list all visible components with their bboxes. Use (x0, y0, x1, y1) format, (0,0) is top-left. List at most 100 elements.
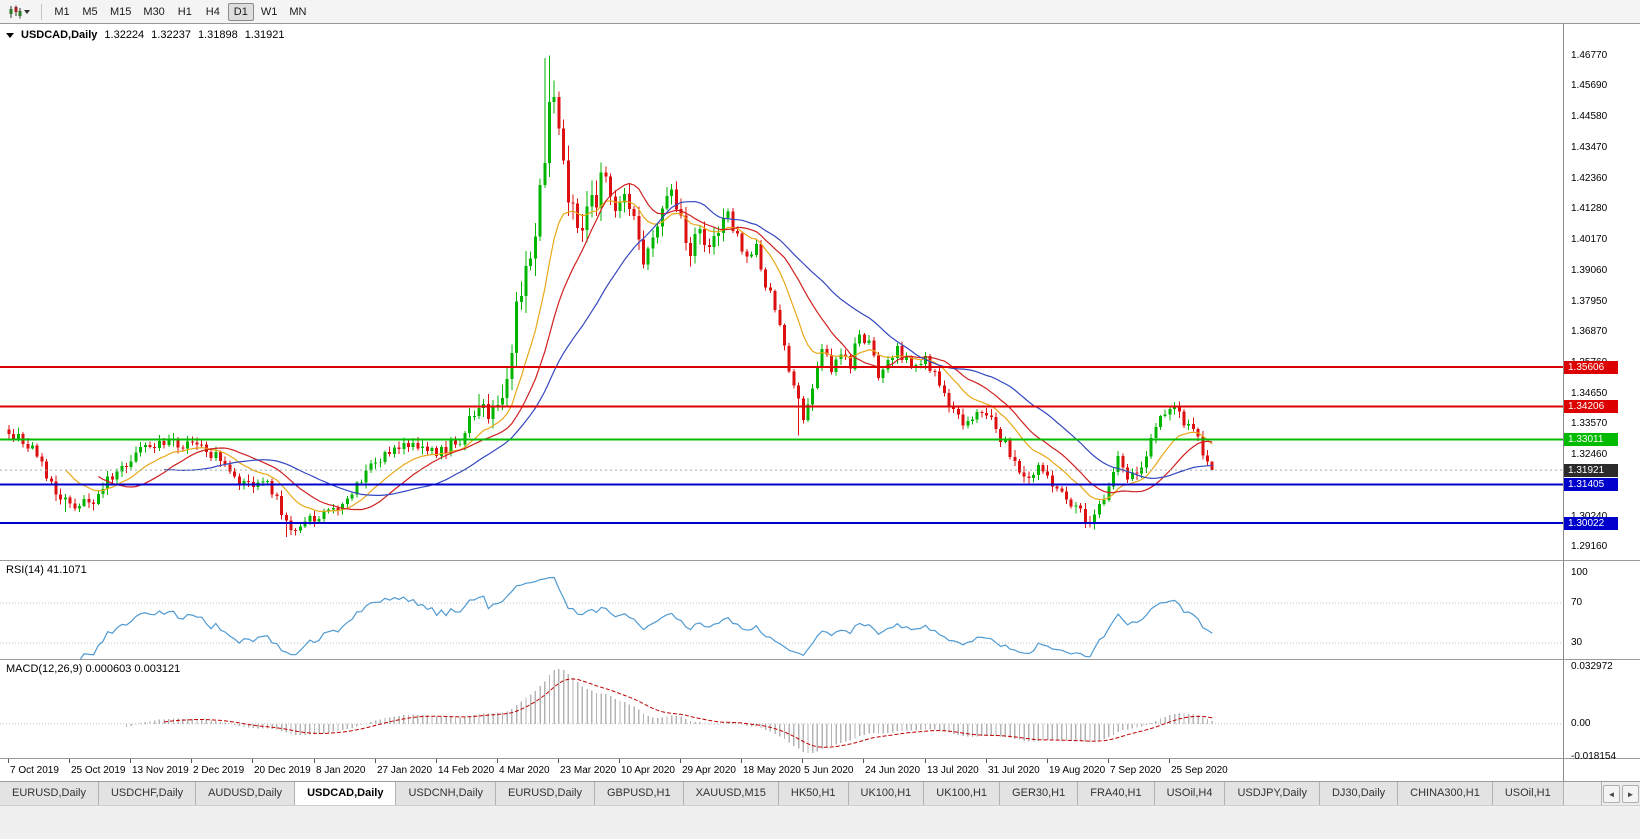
date-tick (1047, 759, 1048, 763)
date-label: 27 Jan 2020 (377, 765, 433, 776)
date-label: 31 Jul 2020 (988, 765, 1040, 776)
timeframe-button-m1[interactable]: M1 (54, 5, 70, 18)
date-tick (680, 759, 681, 763)
price-scale-separator (1563, 24, 1564, 781)
date-tick (802, 759, 803, 763)
date-label: 25 Oct 2019 (71, 765, 126, 776)
date-tick (497, 759, 498, 763)
macd-canvas[interactable] (0, 660, 1563, 758)
tab-nav-arrows: ◄ ► (1601, 782, 1640, 805)
timeframe-button-m15[interactable]: M15 (110, 5, 132, 18)
macd-histogram (125, 668, 1213, 754)
timeframe-button-h1[interactable]: H1 (177, 5, 192, 18)
date-tick (619, 759, 620, 763)
date-label: 14 Feb 2020 (438, 765, 495, 776)
date-tick (130, 759, 131, 763)
chart-tab[interactable]: UK100,H1 (924, 782, 1001, 805)
date-label: 23 Mar 2020 (560, 765, 617, 776)
timeframe-button-h4[interactable]: H4 (205, 5, 220, 18)
main-chart-canvas[interactable] (0, 24, 1563, 560)
pane-separator[interactable] (0, 659, 1640, 660)
chart-tab[interactable]: USOil,H1 (1492, 782, 1564, 805)
date-tick (375, 759, 376, 763)
chart-tab[interactable]: USDJPY,Daily (1225, 782, 1320, 805)
candles (7, 55, 1214, 538)
date-tick (1108, 759, 1109, 763)
date-tick (863, 759, 864, 763)
date-tick (436, 759, 437, 763)
date-label: 18 May 2020 (743, 765, 801, 776)
chart-tab[interactable]: EURUSD,Daily (496, 782, 595, 805)
timeframe-button-w1[interactable]: W1 (260, 5, 278, 18)
date-label: 13 Jul 2020 (927, 765, 979, 776)
date-label: 7 Sep 2020 (1110, 765, 1162, 776)
ohlc-low-value: 1.31898 (197, 29, 238, 41)
ma-fast-line (64, 200, 1213, 513)
status-bar (0, 805, 1640, 839)
date-label: 5 Jun 2020 (804, 765, 854, 776)
timeframe-button-m30[interactable]: M30 (143, 5, 165, 18)
date-label: 19 Aug 2020 (1049, 765, 1106, 776)
chart-tab[interactable]: EURUSD,Daily (0, 782, 99, 805)
chart-symbol-label: USDCAD,Daily (21, 29, 98, 41)
date-label: 10 Apr 2020 (621, 765, 675, 776)
timeframe-button-m5[interactable]: M5 (82, 5, 98, 18)
date-tick (8, 759, 9, 763)
chart-tab[interactable]: CHINA300,H1 (1398, 782, 1493, 805)
date-label: 7 Oct 2019 (10, 765, 59, 776)
date-label: 29 Apr 2020 (682, 765, 736, 776)
timeframe-toolbar: M1 M5 M15 M30 H1 H4 D1 W1 MN (0, 0, 1640, 24)
chart-window: USDCAD,Daily 1.32224 1.32237 1.31898 1.3… (0, 24, 1640, 781)
timeframe-button-mn[interactable]: MN (289, 5, 307, 18)
timeframe-button-group: M1 M5 M15 M30 H1 H4 D1 W1 MN (48, 2, 312, 21)
chart-title: USDCAD,Daily 1.32224 1.32237 1.31898 1.3… (6, 29, 284, 41)
charts-menu-button[interactable] (3, 2, 35, 22)
chart-tab[interactable]: USDCHF,Daily (98, 782, 197, 805)
date-tick (252, 759, 253, 763)
pane-separator[interactable] (0, 560, 1640, 561)
date-tick (1169, 759, 1170, 763)
main-chart-pane: USDCAD,Daily 1.32224 1.32237 1.31898 1.3… (0, 24, 1640, 560)
chart-tab[interactable]: HK50,H1 (778, 782, 849, 805)
rsi-indicator-pane: RSI(14) 41.1071 (0, 561, 1640, 659)
toolbar-separator (41, 3, 42, 20)
chart-tab[interactable]: UK100,H1 (848, 782, 925, 805)
date-label: 25 Sep 2020 (1171, 765, 1228, 776)
date-tick (558, 759, 559, 763)
chart-tab[interactable]: USDCAD,Daily (295, 782, 397, 805)
ma-slow-line (164, 200, 1213, 496)
date-tick (741, 759, 742, 763)
chart-tab[interactable]: USOil,H4 (1154, 782, 1226, 805)
timeframe-button-d1[interactable]: D1 (227, 2, 254, 21)
date-tick (69, 759, 70, 763)
chart-tab[interactable]: GBPUSD,H1 (595, 782, 684, 805)
date-tick (925, 759, 926, 763)
collapse-triangle-icon[interactable] (6, 32, 14, 38)
date-label: 20 Dec 2019 (254, 765, 311, 776)
chart-tab[interactable]: AUDUSD,Daily (196, 782, 296, 805)
time-axis[interactable]: 7 Oct 2019 25 Oct 2019 13 Nov 2019 2 Dec 20… (0, 759, 1640, 781)
ma-mid-line (97, 182, 1213, 511)
chart-tab[interactable]: USDCNH,Daily (396, 782, 497, 805)
chart-tab[interactable]: XAUUSD,M15 (683, 782, 779, 805)
chart-tab[interactable]: FRA40,H1 (1078, 782, 1155, 805)
rsi-indicator-label: RSI(14) 41.1071 (6, 564, 87, 576)
ohlc-close-value: 1.31921 (244, 29, 285, 41)
date-label: 13 Nov 2019 (132, 765, 189, 776)
date-tick (191, 759, 192, 763)
caret-down-icon (24, 9, 30, 14)
rsi-line (79, 576, 1213, 659)
chart-tab-list: EURUSD,Daily USDCHF,Daily AUDUSD,Daily USDC… (0, 782, 1604, 805)
macd-indicator-label: MACD(12,26,9) 0.000603 0.003121 (6, 663, 181, 675)
macd-signal-line (164, 678, 1213, 748)
pane-separator (0, 758, 1640, 759)
tab-scroll-left-button[interactable]: ◄ (1603, 784, 1620, 803)
chart-tab[interactable]: GER30,H1 (1000, 782, 1079, 805)
date-label: 2 Dec 2019 (193, 765, 245, 776)
date-label: 24 Jun 2020 (865, 765, 921, 776)
date-label: 8 Jan 2020 (316, 765, 366, 776)
tab-scroll-right-button[interactable]: ► (1622, 784, 1639, 803)
chart-tab[interactable]: DJ30,Daily (1319, 782, 1399, 805)
macd-indicator-pane: MACD(12,26,9) 0.000603 0.003121 (0, 660, 1640, 758)
rsi-canvas[interactable] (0, 561, 1563, 659)
